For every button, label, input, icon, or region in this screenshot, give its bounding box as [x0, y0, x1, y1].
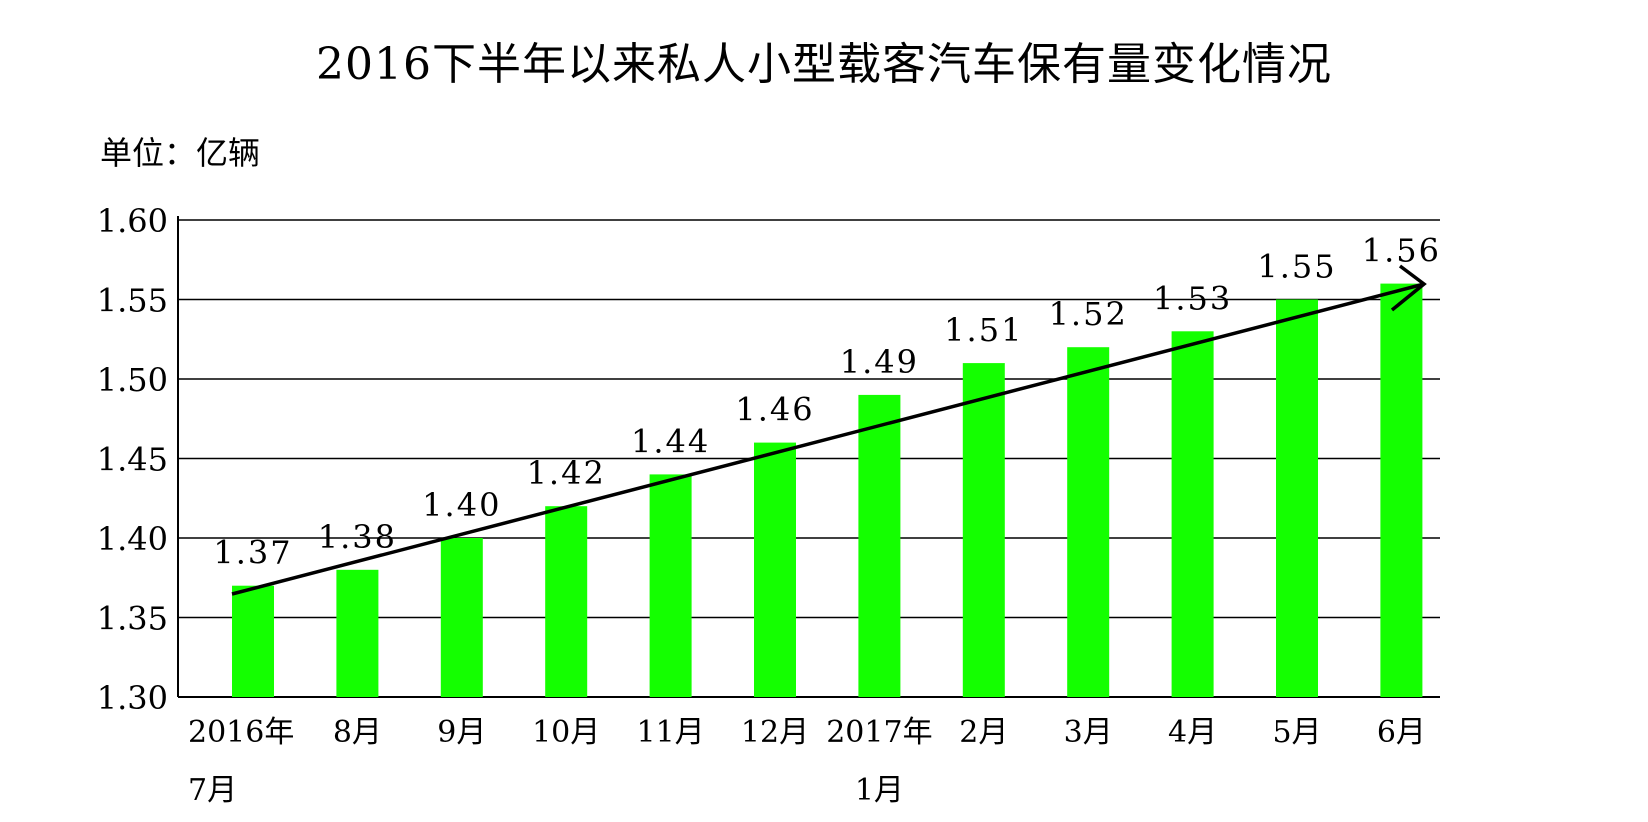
- x-tick-label: 12月: [741, 715, 809, 750]
- y-tick-label: 1.60: [97, 202, 168, 240]
- data-label: 1.46: [735, 391, 814, 429]
- y-tick-label: 1.30: [97, 679, 168, 717]
- x-tick-label: 6月: [1377, 715, 1426, 750]
- bar: [962, 363, 1005, 697]
- x-tick-label: 1月: [855, 773, 904, 808]
- x-tick-label: 2016年: [188, 715, 294, 750]
- x-tick-label: 3月: [1064, 715, 1113, 750]
- data-label: 1.51: [944, 311, 1023, 349]
- x-tick-label: 2017年: [826, 715, 932, 750]
- trend-arrow-line: [231, 282, 1425, 596]
- trend-arrow-head: [1390, 264, 1427, 312]
- y-tick-label: 1.40: [97, 520, 168, 558]
- bar: [232, 585, 274, 697]
- bar: [336, 569, 379, 697]
- data-label: 1.38: [318, 518, 397, 556]
- data-label: 1.44: [631, 422, 710, 460]
- x-tick-label: 5月: [1272, 715, 1321, 750]
- data-label: 1.42: [527, 454, 606, 492]
- unit-label: 单位：亿辆: [100, 134, 261, 172]
- data-label: 1.37: [213, 534, 292, 572]
- bar: [858, 394, 901, 697]
- bar: [1276, 299, 1318, 697]
- bar: [1380, 283, 1423, 697]
- data-label: 1.53: [1153, 279, 1232, 317]
- y-tick-label: 1.35: [97, 600, 168, 638]
- y-tick-label: 1.45: [97, 441, 168, 479]
- bar: [1171, 331, 1214, 697]
- chart-title: 2016下半年以来私人小型载客汽车保有量变化情况: [316, 39, 1332, 90]
- x-tick-label: 4月: [1168, 715, 1217, 750]
- y-tick-label: 1.50: [97, 361, 168, 399]
- x-tick-label: 10月: [532, 715, 600, 750]
- data-label: 1.40: [422, 486, 501, 524]
- x-tick-label: 7月: [188, 773, 237, 808]
- data-label: 1.52: [1049, 295, 1128, 333]
- data-label: 1.49: [840, 343, 919, 381]
- x-tick-label: 11月: [637, 715, 705, 750]
- bar: [754, 442, 796, 697]
- x-tick-label: 2月: [959, 715, 1008, 750]
- x-tick-label: 9月: [437, 715, 486, 750]
- bar: [440, 538, 483, 697]
- bar: [545, 506, 588, 697]
- bar: [649, 474, 692, 697]
- x-tick-label: 8月: [333, 715, 382, 750]
- y-tick-label: 1.55: [97, 282, 168, 320]
- data-label: 1.56: [1362, 232, 1441, 270]
- data-label: 1.55: [1257, 248, 1336, 286]
- bar: [1067, 347, 1110, 697]
